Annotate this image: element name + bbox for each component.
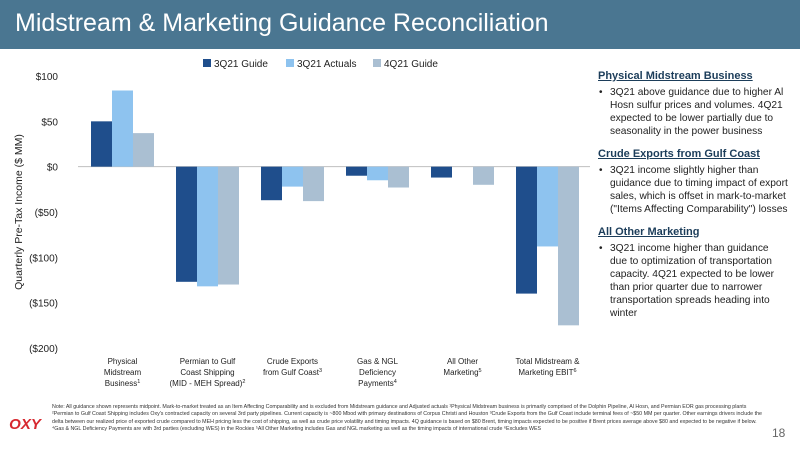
legend-swatch	[203, 59, 211, 67]
y-tick-label: $0	[47, 163, 59, 174]
x-tick-label: Crude Exports from Gulf Coast3	[263, 357, 322, 377]
x-tick-label: Physical Midstream Business1	[104, 357, 142, 388]
y-tick-label: ($50)	[35, 208, 58, 219]
oxy-logo: OXY	[9, 416, 42, 433]
bar	[431, 166, 452, 178]
bar	[473, 166, 494, 185]
bar	[261, 166, 282, 201]
bar	[303, 166, 324, 202]
y-tick-label: $50	[41, 117, 58, 128]
bar	[388, 166, 409, 188]
y-tick-label: $100	[36, 72, 59, 83]
legend-label: 3Q21 Actuals	[297, 59, 356, 70]
bar	[558, 166, 579, 326]
bullet-text: 3Q21 income higher than guidance due to …	[610, 243, 775, 319]
bullet-text: 3Q21 above guidance due to higher Al Hos…	[610, 87, 784, 137]
x-tick-label: Permian to Gulf Coast Shipping (MID - MEH …	[170, 357, 246, 388]
bullet-item: • 3Q21 income higher than guidance due t…	[598, 242, 788, 320]
commentary-panel: Physical Midstream Business • 3Q21 above…	[598, 70, 788, 330]
legend-label: 4Q21 Guide	[384, 59, 438, 70]
section-heading: Crude Exports from Gulf Coast	[598, 148, 760, 160]
bar	[367, 166, 388, 181]
legend-label: 3Q21 Guide	[214, 59, 268, 70]
commentary-section-crude-exports: Crude Exports from Gulf Coast • 3Q21 inc…	[598, 148, 788, 216]
commentary-section-physical-midstream: Physical Midstream Business • 3Q21 above…	[598, 70, 788, 138]
bar	[516, 166, 537, 294]
y-tick-label: ($200)	[29, 344, 58, 355]
x-tick-label: Gas & NGL Deficiency Payments4	[357, 357, 398, 388]
bar	[282, 166, 303, 187]
bar	[197, 166, 218, 287]
bar	[218, 166, 239, 285]
title-bar: Midstream & Marketing Guidance Reconcili…	[0, 0, 800, 49]
page-title: Midstream & Marketing Guidance Reconcili…	[15, 9, 549, 37]
y-tick-label: ($100)	[29, 253, 58, 264]
x-tick-label: Total Midstream & Marketing EBIT6	[515, 357, 580, 377]
bar	[346, 166, 367, 176]
footnote-text: Note: All guidance shown represents midp…	[52, 404, 762, 432]
y-axis-label: Quarterly Pre-Tax Income ($ MM)	[13, 134, 25, 290]
bar	[133, 133, 154, 167]
footer: OXY Note: All guidance shown represents …	[0, 398, 800, 450]
bar	[112, 90, 133, 167]
bar	[176, 166, 197, 282]
guidance-bar-chart: $100 $50 $0 ($50) ($100) ($150) ($200) Quarterl…	[13, 59, 590, 388]
legend-swatch	[373, 59, 381, 67]
commentary-section-all-other-marketing: All Other Marketing • 3Q21 income higher…	[598, 226, 788, 320]
bullet-glyph: •	[599, 243, 603, 254]
bullet-text: 3Q21 income slightly higher than guidanc…	[610, 165, 788, 215]
bullet-item: • 3Q21 above guidance due to higher Al H…	[598, 86, 788, 138]
section-heading: All Other Marketing	[598, 226, 700, 238]
bar	[91, 121, 112, 167]
bullet-glyph: •	[599, 87, 603, 98]
bar	[537, 166, 558, 247]
x-tick-label: All Other Marketing5	[443, 357, 481, 377]
bullet-glyph: •	[599, 165, 603, 176]
page-number: 18	[772, 426, 786, 440]
legend-swatch	[286, 59, 294, 67]
logo-text: OXY	[9, 416, 42, 433]
section-heading: Physical Midstream Business	[598, 70, 753, 82]
bullet-item: • 3Q21 income slightly higher than guida…	[598, 164, 788, 216]
y-tick-label: ($150)	[29, 299, 58, 310]
